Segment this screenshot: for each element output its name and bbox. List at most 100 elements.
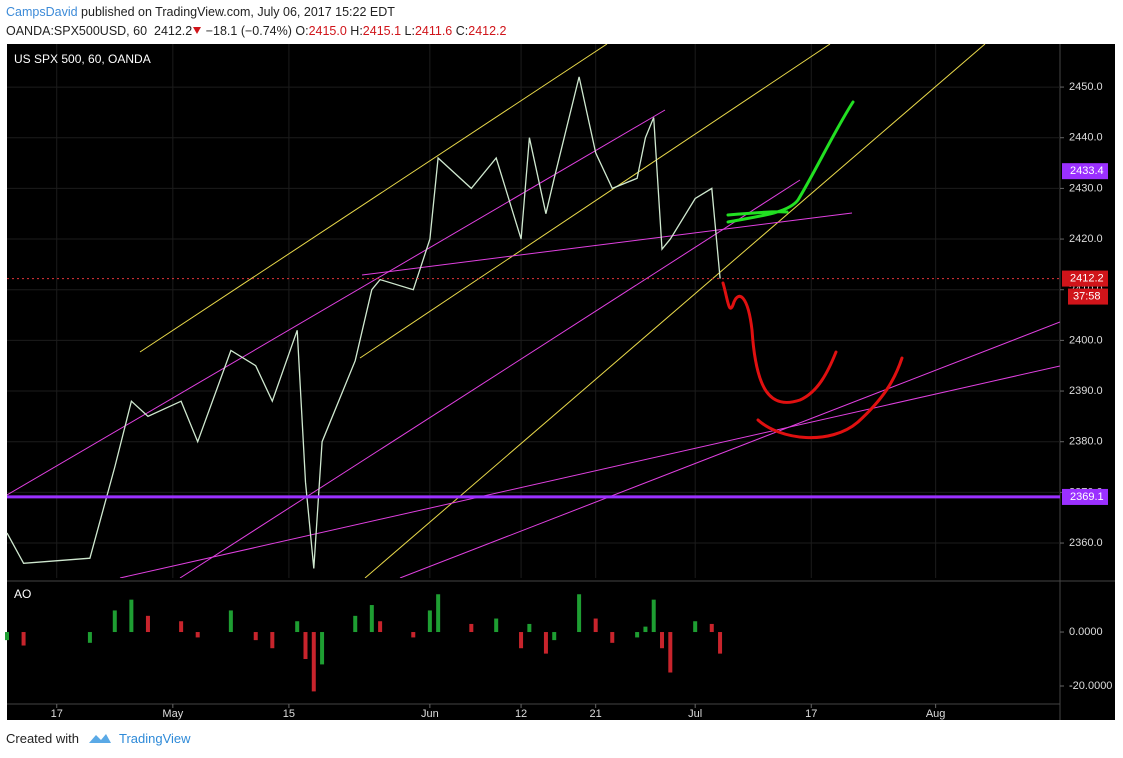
price-label-box — [1062, 270, 1108, 287]
high: 2415.1 — [362, 24, 402, 38]
x-tick-label: Jul — [688, 708, 702, 720]
chart-background — [7, 44, 1115, 720]
ao-bar — [411, 632, 416, 638]
price-label: 2433.4 — [1070, 165, 1104, 177]
close-label: C: — [455, 24, 469, 38]
trendline — [139, 44, 608, 353]
symbol: OANDA:SPX500USD, 60 — [6, 24, 148, 38]
quote-line: OANDA:SPX500USD, 60 2412.2 −18.1 (−0.74%… — [6, 22, 506, 41]
price-line — [6, 76, 721, 569]
header: CampsDavid published on TradingView.com,… — [6, 3, 506, 41]
trendline — [399, 321, 1060, 578]
series-layer — [5, 76, 1060, 692]
ao-bar — [593, 618, 598, 633]
countdown: 37:58 — [1073, 290, 1101, 302]
y-tick-label: 2450.0 — [1069, 81, 1103, 93]
author[interactable]: CampsDavid — [6, 5, 78, 19]
ao-bar — [129, 599, 134, 633]
ao-bar — [303, 632, 308, 660]
change: −18.1 (−0.74%) — [205, 24, 292, 38]
y-tick-label: 0.0000 — [1069, 626, 1103, 638]
ao-bar — [651, 599, 656, 633]
trendline — [364, 44, 986, 578]
ao-bar — [709, 623, 714, 633]
x-tick-label: 12 — [515, 708, 527, 720]
open: 2415.0 — [308, 24, 347, 38]
ao-bar — [5, 632, 9, 641]
ao-bar — [718, 632, 723, 654]
created-with: Created with — [6, 731, 79, 746]
ao-bar — [353, 615, 358, 633]
ao-bar — [378, 621, 383, 633]
y-tick-label: 2430.0 — [1069, 182, 1103, 194]
ao-bar — [320, 632, 325, 665]
ao-bar — [436, 594, 441, 633]
ao-bar — [643, 626, 648, 633]
freehand — [721, 100, 904, 440]
ao-bar — [369, 605, 374, 633]
published: published on TradingView.com, July 06, 2… — [81, 5, 395, 19]
ao-bar — [87, 632, 92, 643]
ao-bar — [179, 621, 184, 633]
open-label: O: — [295, 24, 309, 38]
x-tick-label: Aug — [926, 708, 946, 720]
x-tick-label: May — [162, 708, 183, 720]
ao-bar — [519, 632, 524, 649]
price-label-box — [1062, 163, 1108, 180]
ao-bar — [295, 621, 300, 633]
brand[interactable]: TradingView — [118, 731, 191, 746]
drawings — [7, 44, 1060, 578]
last-price: 2412.2 — [154, 24, 193, 38]
low: 2411.6 — [414, 24, 453, 38]
high-label: H: — [350, 24, 363, 38]
y-tick-label: 2360.0 — [1069, 537, 1103, 549]
trendline — [179, 179, 801, 578]
ao-bar — [527, 623, 532, 633]
price-label-box — [1062, 488, 1108, 505]
down-arrow — [193, 27, 202, 34]
y-tick-label: 2400.0 — [1069, 334, 1103, 346]
ao-bar — [195, 632, 200, 638]
ao-bar — [270, 632, 275, 649]
x-tick-label: 15 — [283, 708, 295, 720]
x-tick-label: 17 — [51, 708, 63, 720]
ao-bar — [311, 632, 316, 692]
chart-title: US SPX 500, 60, OANDA — [14, 52, 151, 66]
ao-bar — [253, 632, 258, 641]
byline: CampsDavid published on TradingView.com,… — [6, 3, 506, 22]
ao-bar — [577, 594, 582, 633]
trendline — [359, 44, 831, 359]
footer: Created with TradingView — [6, 731, 191, 746]
x-tick-label: Jun — [421, 708, 439, 720]
freehand-green — [726, 100, 855, 224]
ao-bar — [145, 615, 150, 633]
y-tick-label: 2390.0 — [1069, 385, 1103, 397]
x-tick-label: 21 — [590, 708, 602, 720]
axis-layer: 2360.02370.02380.02390.02400.02410.02420… — [51, 81, 1113, 720]
trendline — [119, 365, 1060, 578]
ao-bar — [693, 621, 698, 633]
ao-bar — [228, 610, 233, 633]
price-label: 2369.1 — [1070, 491, 1104, 503]
ao-bar — [668, 632, 673, 673]
x-tick-label: 17 — [805, 708, 817, 720]
y-tick-label: -20.0000 — [1069, 680, 1112, 692]
ao-bar — [427, 610, 432, 633]
tv-logo — [88, 734, 111, 743]
freehand-red — [721, 281, 838, 404]
ao-bar — [660, 632, 665, 649]
low-label: L: — [404, 24, 415, 38]
ao-bar — [21, 632, 26, 646]
ao-bar — [494, 618, 499, 633]
ao-bar — [112, 610, 117, 633]
indicator-title: AO — [14, 587, 31, 601]
ao-bar — [552, 632, 557, 641]
price-label: 2412.2 — [1070, 272, 1104, 284]
y-tick-label: 2380.0 — [1069, 436, 1103, 448]
ao-bar — [635, 632, 640, 638]
y-tick-label: 2420.0 — [1069, 233, 1103, 245]
trendline — [361, 212, 853, 276]
y-tick-label: 2440.0 — [1069, 132, 1103, 144]
